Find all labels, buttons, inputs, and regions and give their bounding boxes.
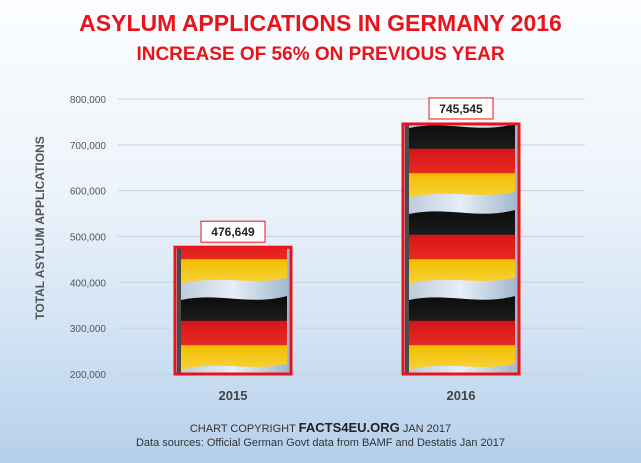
data-label-box (200, 220, 266, 243)
y-tick-label: 600,000 (70, 187, 107, 198)
german-flag-icon (409, 296, 515, 370)
copyright-suffix: JAN 2017 (402, 423, 452, 435)
german-flag-icon (409, 124, 515, 198)
copyright-line: CHART COPYRIGHT FACTS4EU.ORG JAN 2017 (0, 420, 641, 435)
y-tick-label: 400,000 (70, 278, 107, 289)
y-axis-label: TOTAL ASYLUM APPLICATIONS (33, 136, 47, 320)
bar-outline (173, 245, 293, 376)
flag-pole (405, 202, 409, 288)
chart-subtitle: INCREASE OF 56% ON PREVIOUS YEAR (136, 44, 505, 65)
bar-2016 (401, 122, 521, 376)
y-tick-label: 800,000 (70, 95, 107, 106)
german-flag-icon (181, 296, 287, 370)
flag-pole (177, 288, 181, 374)
flag-pole (405, 123, 409, 202)
data-label: 476,649 (211, 225, 255, 239)
data-sources: Data sources: Official German Govt data … (135, 437, 506, 449)
data-labels: 476,649 745,545 (200, 97, 494, 243)
y-axis-ticks: 200,000 300,000 400,000 500,000 600,000 700,0… (70, 95, 107, 381)
data-label: 745,545 (439, 102, 483, 116)
bar-2015 (173, 245, 293, 376)
y-tick-label: 700,000 (70, 141, 107, 152)
y-tick-label: 300,000 (70, 324, 107, 335)
y-tick-label: 500,000 (70, 233, 107, 244)
x-axis-ticks: 2015 2016 (219, 388, 476, 403)
bar-chart: 200,000 300,000 400,000 500,000 600,000 700,0… (33, 95, 585, 403)
german-flag-icon (181, 247, 287, 284)
x-tick-label: 2015 (219, 388, 248, 403)
copyright-site: FACTS4EU.ORG (298, 420, 400, 435)
flag-pole (405, 288, 409, 374)
flag-pole (177, 247, 181, 288)
y-tick-label: 200,000 (70, 370, 107, 381)
x-tick-label: 2016 (447, 388, 476, 403)
chart-title: ASYLUM APPLICATIONS IN GERMANY 2016 (79, 10, 562, 36)
bars (173, 122, 521, 376)
copyright-prefix: CHART COPYRIGHT (189, 423, 296, 435)
bar-outline (401, 122, 521, 376)
german-flag-icon (409, 210, 515, 284)
data-label-box (428, 97, 494, 120)
